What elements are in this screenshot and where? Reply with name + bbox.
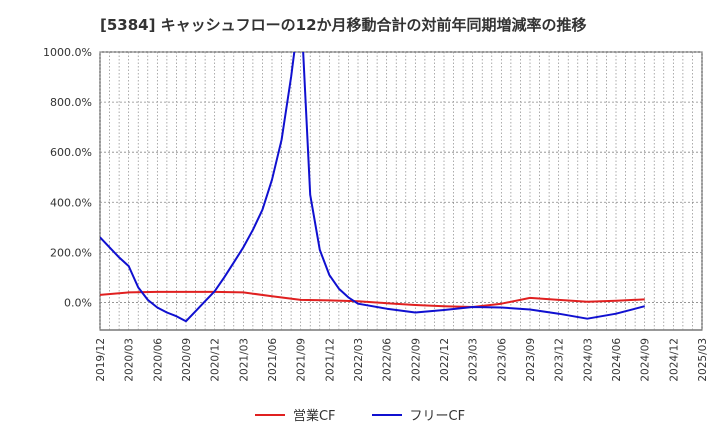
- y-tick-label: 800.0%: [50, 96, 92, 109]
- legend: 営業CF フリーCF: [0, 405, 720, 424]
- x-tick-label: 2021/09: [296, 338, 308, 382]
- x-tick-label: 2023/12: [554, 338, 566, 382]
- legend-label-free-cf: フリーCF: [409, 409, 466, 424]
- x-tick-label: 2023/06: [496, 338, 508, 382]
- x-tick-label: 2025/03: [697, 338, 709, 382]
- x-tick-label: 2020/06: [152, 338, 164, 382]
- plot-area: [99, 51, 703, 331]
- legend-swatch-operating-cf: [254, 413, 285, 416]
- x-tick-label: 2021/12: [324, 338, 336, 382]
- y-tick-label: 1000.0%: [43, 46, 92, 59]
- y-tick-label: 200.0%: [50, 246, 92, 259]
- y-tick-label: 400.0%: [50, 196, 92, 209]
- x-tick-label: 2023/03: [468, 338, 480, 382]
- legend-swatch-free-cf: [371, 413, 402, 416]
- x-tick-label: 2022/06: [382, 338, 394, 382]
- legend-item-free-cf: フリーCF: [371, 405, 466, 424]
- y-tick-label: 0.0%: [64, 296, 92, 309]
- x-tick-label: 2024/03: [582, 338, 594, 382]
- x-tick-label: 2024/06: [611, 338, 623, 382]
- x-tick-label: 2019/12: [95, 338, 107, 382]
- x-tick-label: 2022/03: [353, 338, 365, 382]
- series-line-free-cf: [100, 52, 645, 323]
- y-tick-label: 600.0%: [50, 146, 92, 159]
- legend-label-operating-cf: 営業CF: [292, 409, 336, 424]
- x-tick-label: 2020/09: [181, 338, 193, 382]
- x-tick-label: 2024/09: [640, 338, 652, 382]
- x-tick-label: 2020/03: [124, 338, 136, 382]
- x-tick-label: 2022/09: [410, 338, 422, 382]
- series-line-operating-cf: [100, 290, 645, 308]
- x-tick-label: 2022/12: [439, 338, 451, 382]
- x-tick-label: 2021/03: [238, 338, 250, 382]
- legend-item-operating-cf: 営業CF: [254, 405, 336, 424]
- x-tick-label: 2024/12: [668, 338, 680, 382]
- x-tick-label: 2021/06: [267, 338, 279, 382]
- x-tick-label: 2023/09: [525, 338, 537, 382]
- x-tick-label: 2020/12: [210, 338, 222, 382]
- chart-title: [5384] キャッシュフローの12か月移動合計の対前年同期増減率の推移: [100, 16, 587, 34]
